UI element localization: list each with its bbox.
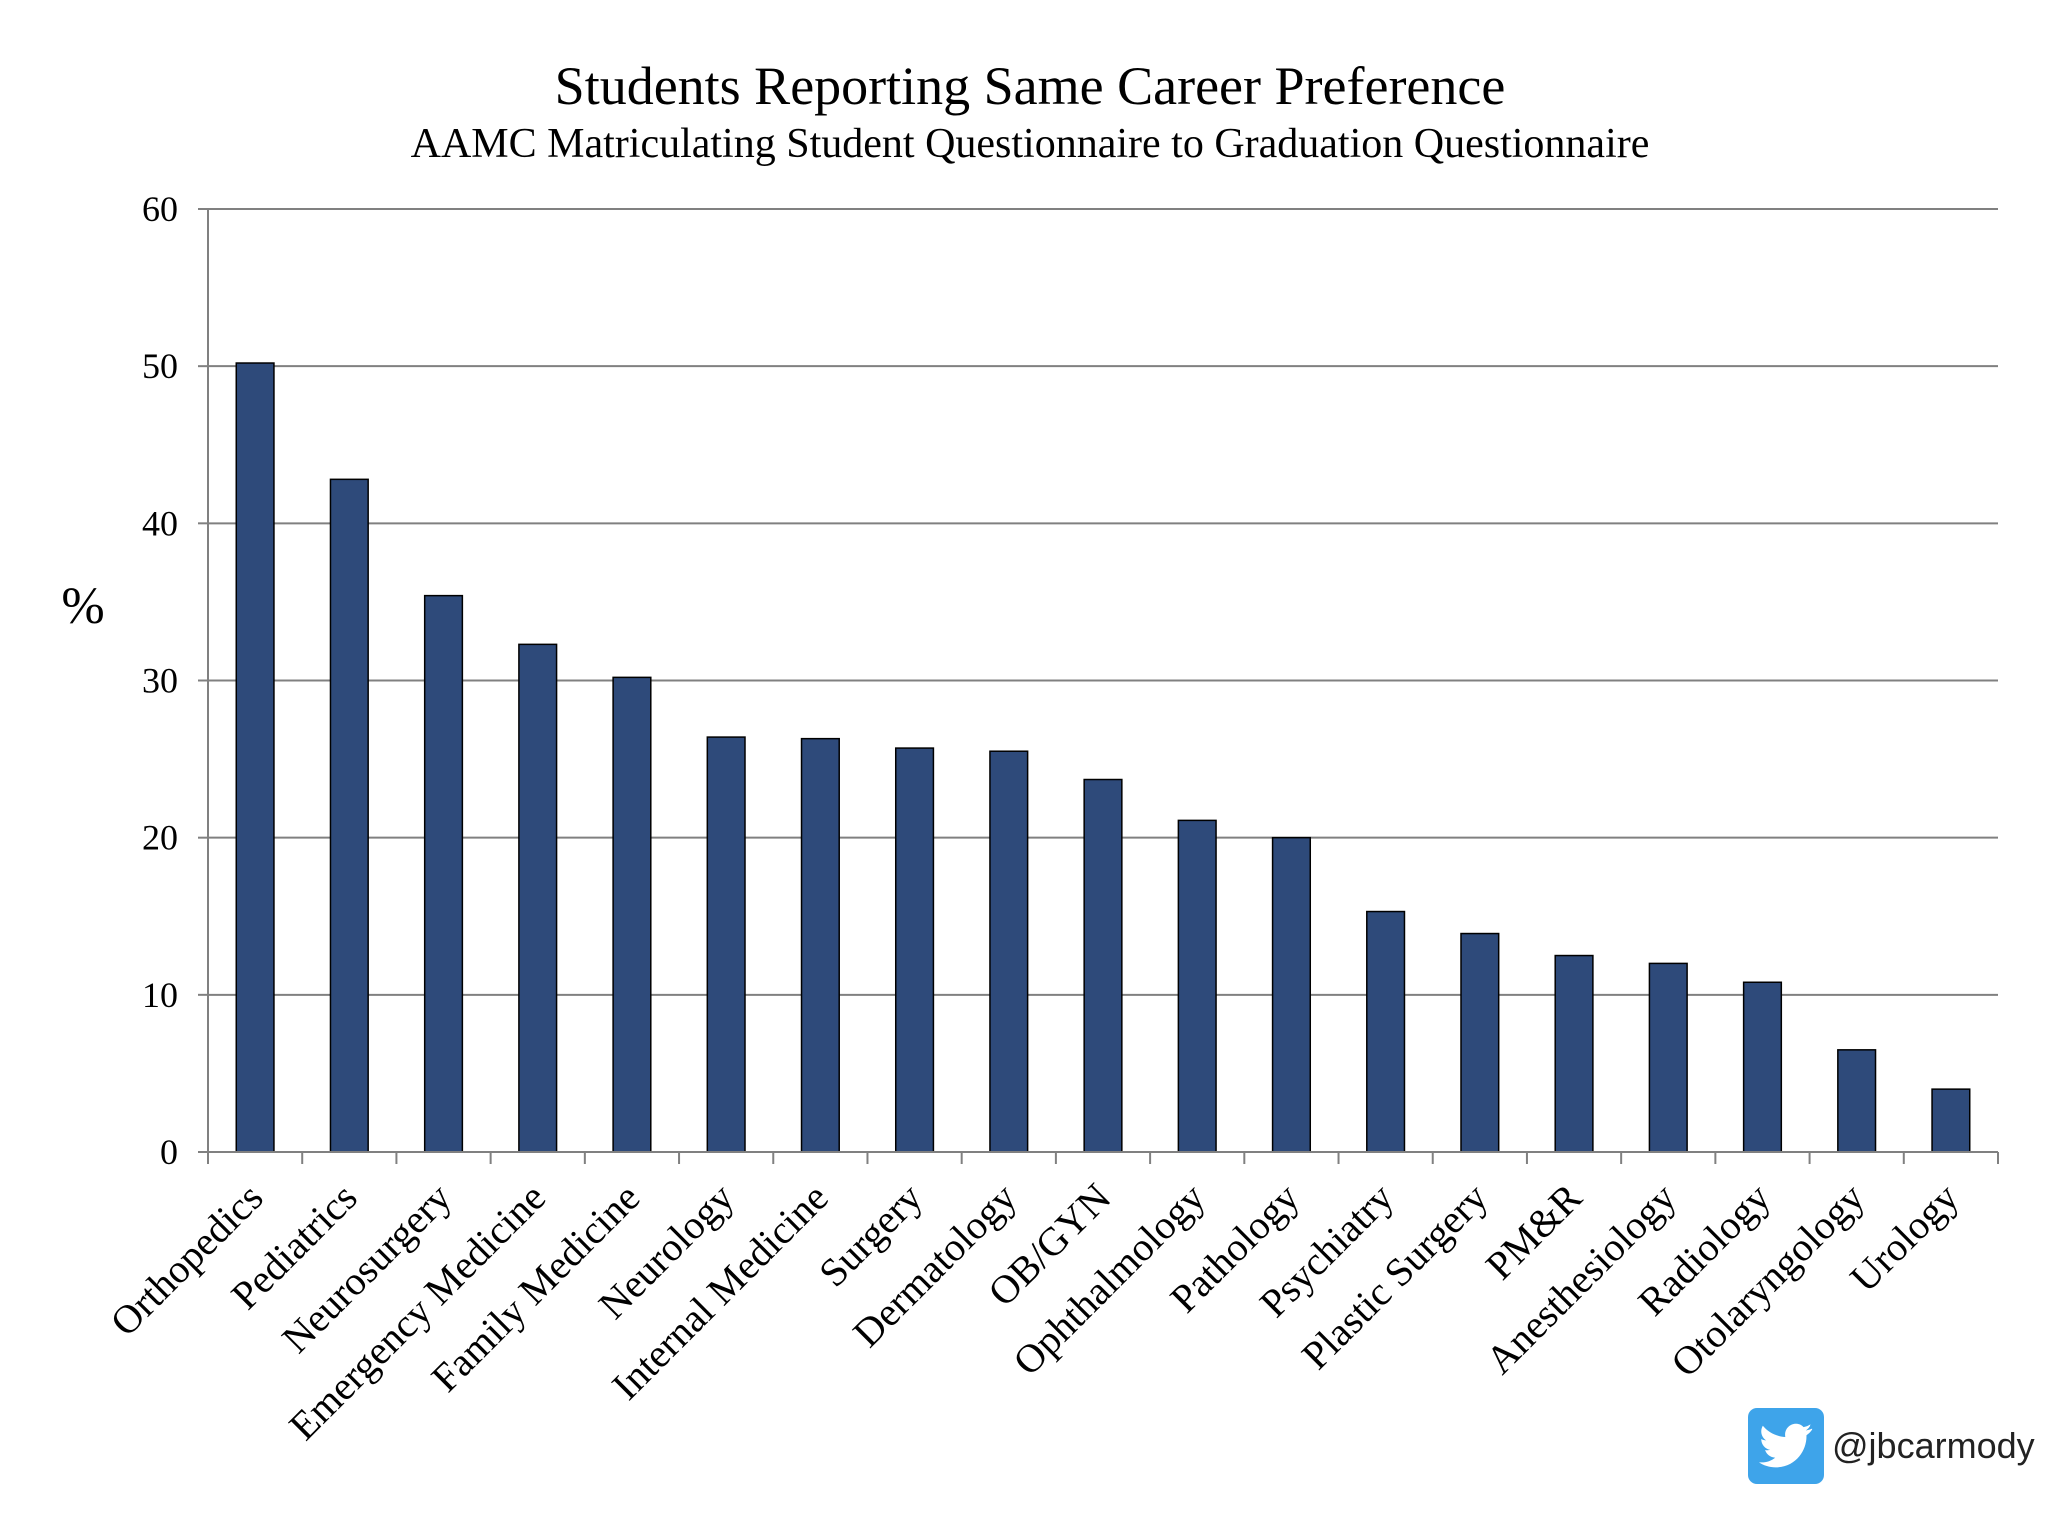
gridlines (208, 208, 1998, 996)
bars (235, 362, 1971, 1153)
bar (1648, 962, 1688, 1153)
bar (800, 737, 840, 1153)
bar (329, 478, 369, 1153)
twitter-bird-icon (1748, 1408, 1824, 1484)
bar (1083, 778, 1123, 1153)
twitter-handle-text: @jbcarmody (1832, 1425, 2035, 1466)
bar (894, 747, 935, 1153)
bar (706, 736, 746, 1153)
y-tick-label: 0 (160, 1132, 178, 1172)
bar (1460, 932, 1500, 1153)
bar (1931, 1088, 1971, 1153)
bar (235, 362, 275, 1153)
bar (1366, 910, 1406, 1153)
y-tick-label: 50 (142, 346, 178, 386)
y-axis-label: % (61, 578, 104, 635)
y-tick-label: 60 (142, 189, 178, 229)
bar (1177, 819, 1217, 1153)
y-tick-labels: 0 10 20 30 40 50 60 (142, 189, 208, 1172)
x-tick-labels: OrthopedicsPediatricsNeurosurgeryEmergen… (101, 1174, 1967, 1448)
y-tick-label: 40 (142, 503, 178, 543)
y-tick-label: 20 (142, 818, 178, 858)
bar (989, 750, 1029, 1153)
x-tick-label: Orthopedics (101, 1175, 271, 1345)
bar (518, 643, 558, 1153)
bar (612, 676, 652, 1153)
chart-subtitle: AAMC Matriculating Student Questionnaire… (411, 121, 1650, 167)
y-tick-label: 30 (142, 661, 178, 701)
bar (1837, 1049, 1877, 1153)
twitter-handle-watermark: @jbcarmody (1748, 1408, 2035, 1484)
bar (1554, 954, 1594, 1153)
y-tick-label: 10 (142, 975, 178, 1015)
bar (1742, 981, 1783, 1153)
bar (423, 594, 464, 1153)
axes (207, 209, 1999, 1164)
bar (1271, 836, 1312, 1153)
chart-title: Students Reporting Same Career Preferenc… (555, 56, 1506, 116)
twitter-bird-glyph (1759, 1423, 1813, 1468)
